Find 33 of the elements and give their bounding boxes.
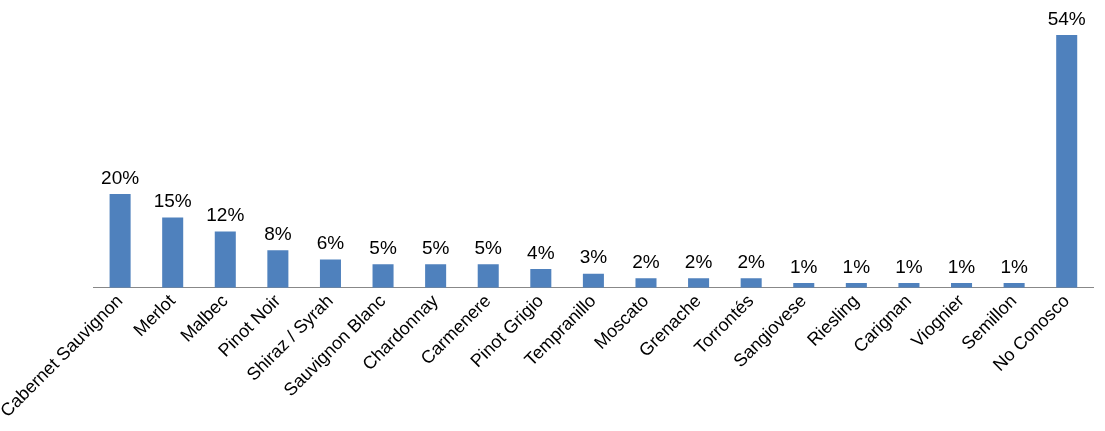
- bar: [372, 264, 394, 288]
- data-label: 3%: [579, 246, 608, 268]
- bar: [425, 264, 447, 288]
- data-label: 2%: [632, 251, 660, 273]
- data-label: 15%: [153, 190, 192, 212]
- bar: [477, 264, 499, 288]
- bar: [635, 278, 657, 288]
- data-label: 5%: [369, 237, 397, 259]
- bar: [740, 278, 762, 288]
- bar: [319, 259, 341, 288]
- bar: [688, 278, 710, 288]
- data-label: 1%: [895, 255, 923, 277]
- bar: [162, 217, 184, 288]
- data-label: 54%: [1047, 7, 1086, 29]
- data-label: 20%: [101, 166, 140, 188]
- data-label: 6%: [316, 232, 345, 254]
- bar: [214, 231, 236, 288]
- bar: [109, 194, 131, 288]
- data-label: 1%: [947, 255, 976, 277]
- data-label: 5%: [421, 237, 450, 259]
- data-label: 1%: [842, 255, 871, 277]
- bar: [1056, 35, 1078, 288]
- bar: [530, 268, 552, 288]
- data-label: 1%: [790, 255, 818, 277]
- bar: [267, 250, 289, 288]
- data-label: 2%: [737, 251, 765, 273]
- data-label: 1%: [1000, 255, 1028, 277]
- data-label: 8%: [264, 222, 292, 244]
- data-label: 5%: [474, 237, 503, 259]
- data-label: 12%: [206, 204, 245, 226]
- data-label: 4%: [527, 241, 555, 263]
- data-label: 2%: [684, 251, 713, 273]
- bar: [582, 273, 604, 288]
